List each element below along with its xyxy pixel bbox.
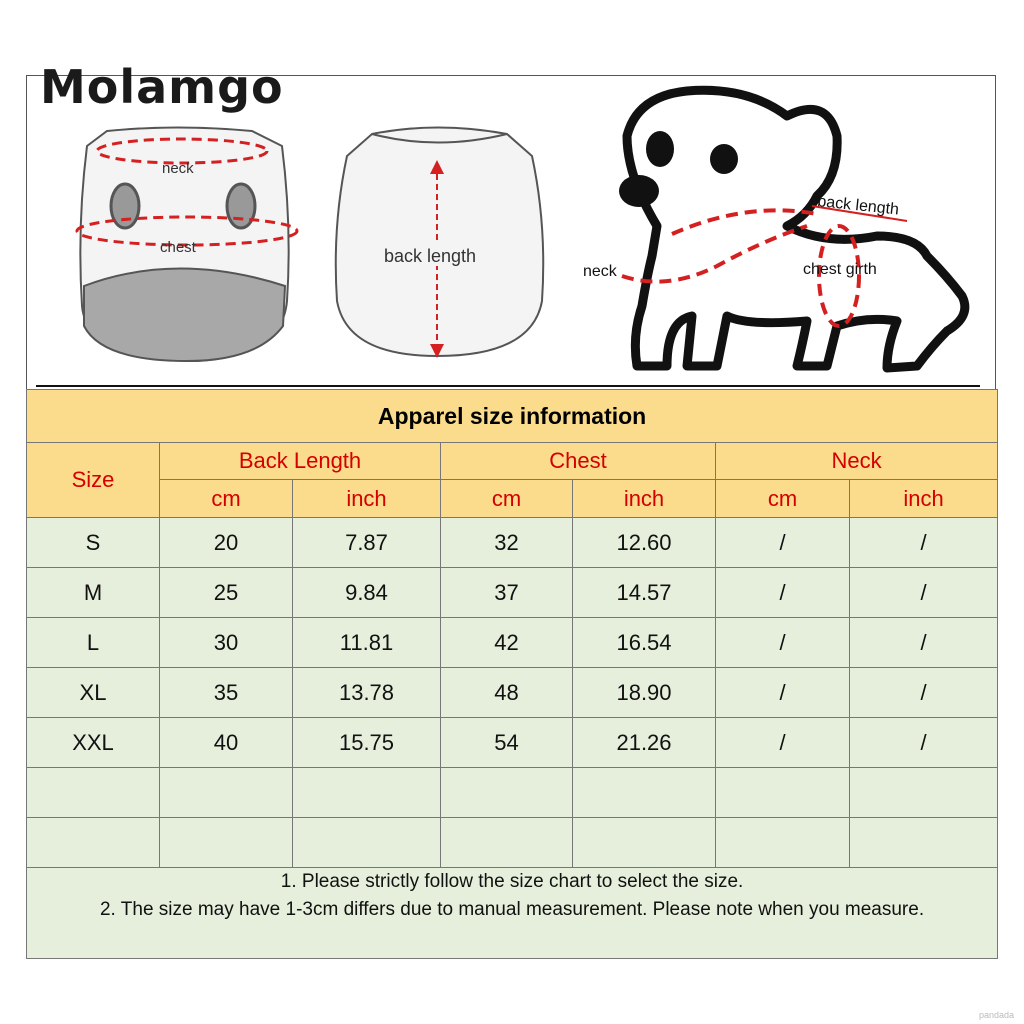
group-header-neck: Neck <box>714 442 999 480</box>
table-cell: 15.75 <box>292 717 441 768</box>
table-row: M 25 9.84 37 14.57 / / <box>26 567 999 618</box>
dog-neck-label: neck <box>583 263 618 280</box>
garment-back-drawing: back length <box>334 126 545 358</box>
table-cell: / <box>715 517 850 568</box>
table-cell: XL <box>26 667 160 718</box>
table-cell: 16.54 <box>572 617 716 668</box>
group-header-chest: Chest <box>440 442 716 480</box>
table-cell: 42 <box>440 617 573 668</box>
unit-header: cm <box>440 479 573 518</box>
size-table: Apparel size information Size Back Lengt… <box>25 389 999 959</box>
table-title: Apparel size information <box>25 389 999 443</box>
divider-line <box>36 385 980 387</box>
table-cell <box>572 767 716 818</box>
table-cell: M <box>26 567 160 618</box>
table-cell: / <box>715 717 850 768</box>
table-row: XL 35 13.78 48 18.90 / / <box>26 667 999 718</box>
front-chest-label: chest <box>160 239 197 256</box>
table-cell: 14.57 <box>572 567 716 618</box>
table-cell: 18.90 <box>572 667 716 718</box>
back-length-label: back length <box>384 246 476 266</box>
dog-drawing: back length neck chest girth <box>583 85 970 373</box>
table-cell: 13.78 <box>292 667 441 718</box>
table-cell <box>292 767 441 818</box>
table-cell <box>159 817 293 868</box>
brand-logo: Molamgo <box>40 60 284 114</box>
table-cell <box>715 817 850 868</box>
measurement-illustration: neck chest back length back length neck … <box>75 85 970 373</box>
notes-cell: 1. Please strictly follow the size chart… <box>25 867 999 959</box>
table-row <box>26 767 999 818</box>
unit-header: cm <box>159 479 293 518</box>
unit-header: cm <box>715 479 850 518</box>
note-line-2: 2. The size may have 1-3cm differs due t… <box>99 899 925 920</box>
table-cell <box>572 817 716 868</box>
table-cell: / <box>848 617 999 668</box>
garment-front-drawing: neck chest <box>75 126 299 363</box>
table-cell <box>440 767 573 818</box>
table-cell: 37 <box>440 567 573 618</box>
size-header: Size <box>26 442 160 518</box>
table-cell: / <box>848 667 999 718</box>
table-cell: L <box>26 617 160 668</box>
table-cell: 12.60 <box>572 517 716 568</box>
table-cell: 48 <box>440 667 573 718</box>
table-cell: 30 <box>159 617 293 668</box>
table-row: XXL 40 15.75 54 21.26 / / <box>26 717 999 768</box>
table-cell: 25 <box>159 567 293 618</box>
unit-header: inch <box>292 479 441 518</box>
table-cell <box>848 767 999 818</box>
table-row <box>26 817 999 868</box>
table-cell: 20 <box>159 517 293 568</box>
dog-back-length-label: back length <box>817 193 900 218</box>
table-cell <box>159 767 293 818</box>
table-cell: 40 <box>159 717 293 768</box>
table-cell: 21.26 <box>572 717 716 768</box>
watermark: pandada <box>978 1010 1014 1020</box>
table-cell: 7.87 <box>292 517 441 568</box>
table-cell <box>848 817 999 868</box>
group-header-back-length: Back Length <box>159 442 441 480</box>
table-cell: 11.81 <box>292 617 441 668</box>
table-cell: S <box>26 517 160 568</box>
table-cell: 35 <box>159 667 293 718</box>
table-cell: / <box>848 717 999 768</box>
table-cell <box>292 817 441 868</box>
unit-header: inch <box>572 479 716 518</box>
note-line-1: 1. Please strictly follow the size chart… <box>280 871 744 892</box>
table-cell <box>440 817 573 868</box>
unit-header: inch <box>848 479 999 518</box>
table-row: L 30 11.81 42 16.54 / / <box>26 617 999 668</box>
table-cell: / <box>848 517 999 568</box>
table-cell <box>26 767 160 818</box>
table-cell: XXL <box>26 717 160 768</box>
table-row: S 20 7.87 32 12.60 / / <box>26 517 999 568</box>
table-cell: 9.84 <box>292 567 441 618</box>
dog-chest-girth-label: chest girth <box>803 261 877 278</box>
table-cell <box>26 817 160 868</box>
front-neck-label: neck <box>162 160 194 177</box>
table-cell: / <box>715 567 850 618</box>
table-cell: 32 <box>440 517 573 568</box>
table-cell: / <box>715 617 850 668</box>
table-cell: / <box>848 567 999 618</box>
table-cell: / <box>715 667 850 718</box>
table-cell: 54 <box>440 717 573 768</box>
table-cell <box>715 767 850 818</box>
